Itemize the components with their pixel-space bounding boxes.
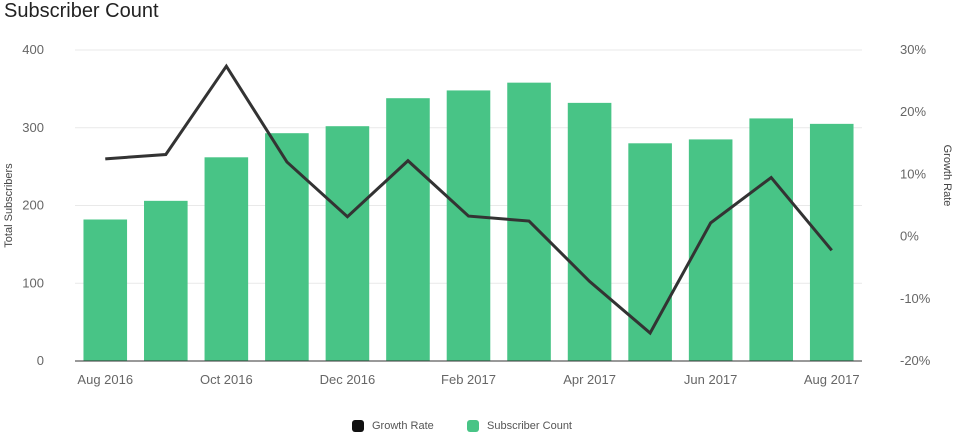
bar — [204, 157, 249, 361]
chart-legend: Growth Rate Subscriber Count — [0, 420, 957, 436]
bar — [83, 219, 128, 361]
combo-chart: 0 100 200 300 400 -20% -10% 0% 10% 20% 30% Total Su… — [3, 42, 953, 387]
bar — [265, 133, 309, 361]
y-left-tick-label: 100 — [22, 275, 44, 290]
x-tick-label: Aug 2017 — [804, 372, 860, 387]
chart-title: Subscriber Count — [4, 0, 159, 22]
legend-swatch-subscriber-count — [467, 420, 479, 432]
x-tick-label: Jun 2017 — [684, 372, 738, 387]
bar — [144, 200, 188, 361]
bar — [446, 90, 491, 362]
legend-item-subscriber-count[interactable]: Subscriber Count — [467, 420, 572, 432]
x-tick-label: Aug 2016 — [77, 372, 133, 387]
bar — [628, 143, 672, 361]
y-left-tick-label: 0 — [37, 353, 44, 368]
x-tick-label: Dec 2016 — [320, 372, 376, 387]
bar — [386, 98, 430, 361]
x-tick-label: Feb 2017 — [441, 372, 496, 387]
y-right-axis-label: Growth Rate — [941, 145, 953, 207]
bar — [567, 102, 612, 362]
x-tick-label: Apr 2017 — [563, 372, 616, 387]
legend-swatch-growth-rate — [352, 420, 364, 432]
y-left-axis-label: Total Subscribers — [3, 163, 15, 248]
legend-item-growth-rate[interactable]: Growth Rate — [352, 420, 434, 432]
x-tick-label: Oct 2016 — [200, 372, 253, 387]
y-left-tick-label: 300 — [22, 120, 44, 135]
bar — [809, 123, 854, 361]
y-left-tick-label: 200 — [22, 198, 44, 213]
y-right-tick-label: 20% — [900, 104, 926, 119]
y-left-tick-label: 400 — [22, 42, 44, 57]
y-right-tick-label: 10% — [900, 166, 926, 181]
bar — [749, 118, 793, 361]
y-right-tick-label: -10% — [900, 291, 931, 306]
y-right-tick-label: -20% — [900, 353, 931, 368]
y-right-tick-label: 30% — [900, 42, 926, 57]
y-right-tick-label: 0% — [900, 229, 919, 244]
legend-label-subscriber-count: Subscriber Count — [487, 420, 572, 432]
legend-label-growth-rate: Growth Rate — [372, 420, 434, 432]
bar — [325, 126, 370, 361]
